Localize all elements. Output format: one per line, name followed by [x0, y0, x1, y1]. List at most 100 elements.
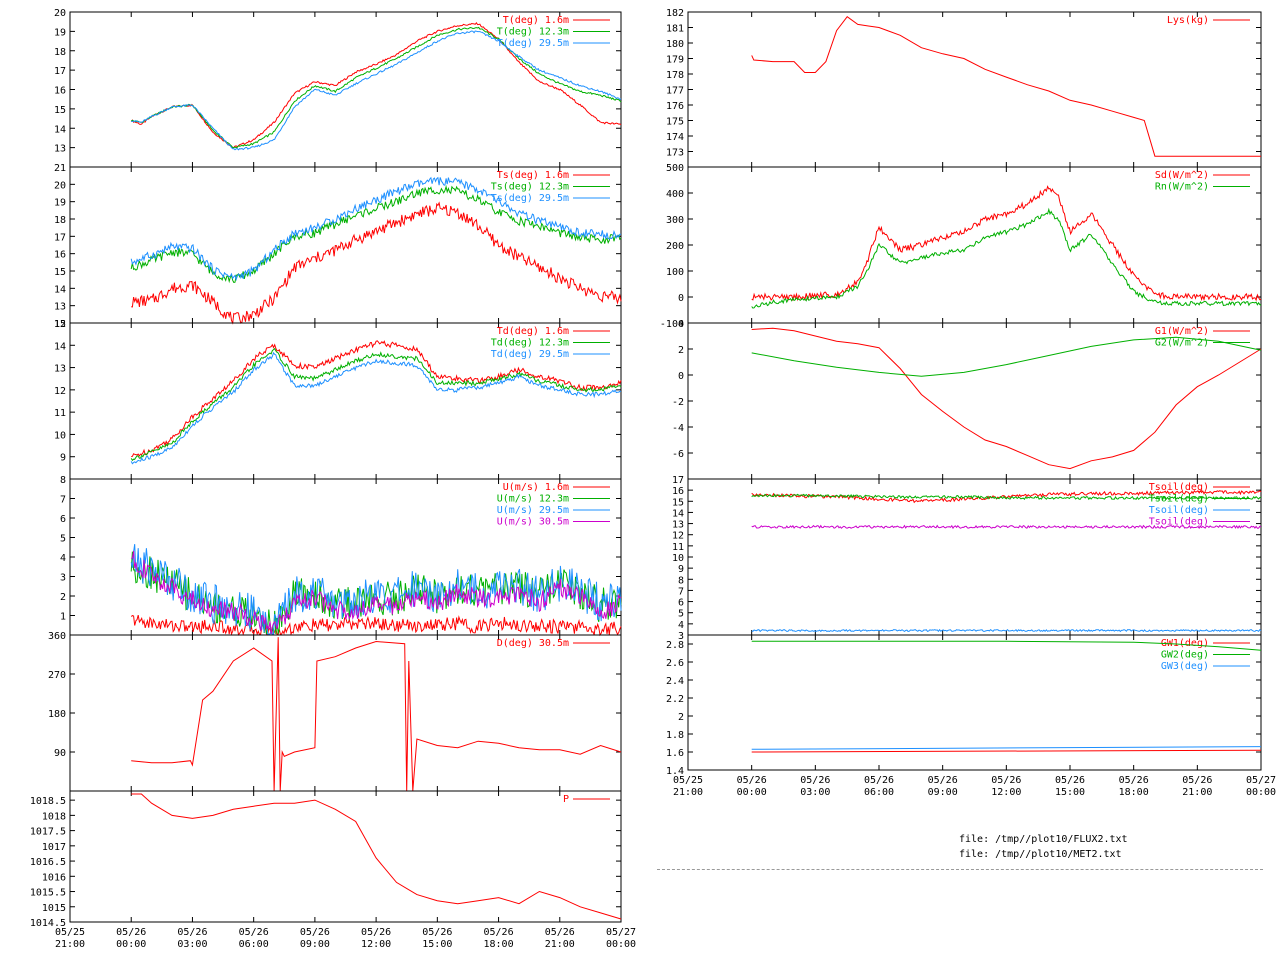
x-tick-label-date: 05/26	[1055, 775, 1085, 786]
legend-label: Ts(deg) 12.3m	[491, 182, 569, 193]
dashed-separator	[657, 869, 1263, 870]
legend-label: U(m/s) 30.5m	[497, 517, 569, 528]
series-line-td-2	[130, 351, 622, 465]
legend-label: T(deg) 12.3m	[497, 27, 569, 38]
plot-frame-gw	[687, 634, 1262, 771]
x-tick-label-date: 05/26	[991, 775, 1021, 786]
series-line-tsoil-2	[751, 628, 1262, 633]
x-tick-label-time: 09:00	[300, 939, 330, 950]
y-tick-label: 13	[672, 520, 684, 531]
y-tick-label: 2	[678, 345, 684, 356]
legend-label: Tsoil(deg)	[1149, 505, 1209, 516]
x-tick-label-time: 15:00	[422, 939, 452, 950]
legend-label: Sd(W/m^2)	[1155, 170, 1209, 181]
y-tick-label: 1.8	[666, 730, 684, 741]
y-tick-label: 1015.5	[30, 888, 66, 899]
series-line-ts-2	[130, 176, 622, 282]
y-tick-label: 16	[54, 86, 66, 97]
series-line-ts-1	[130, 184, 622, 284]
y-tick-label: 178	[666, 70, 684, 81]
series-line-gw-0	[751, 749, 1262, 753]
x-tick-label-time: 18:00	[1119, 787, 1149, 798]
y-tick-label: 20	[54, 8, 66, 19]
y-tick-label: 400	[666, 189, 684, 200]
x-tick-label-date: 05/26	[928, 775, 958, 786]
legend-label: Td(deg) 12.3m	[491, 338, 569, 349]
y-tick-label: 500	[666, 163, 684, 174]
y-tick-label: 19	[54, 27, 66, 38]
x-tick-label-date: 05/26	[737, 775, 767, 786]
y-tick-label: 1016.5	[30, 857, 66, 868]
y-tick-label: 15	[54, 105, 66, 116]
x-tick-label-date: 05/26	[116, 927, 146, 938]
legend-label: Lys(kg)	[1167, 15, 1209, 26]
y-tick-label: 13	[54, 144, 66, 155]
legend-label: U(m/s) 1.6m	[503, 482, 569, 493]
y-tick-label: 15	[54, 267, 66, 278]
legend-label: U(m/s) 12.3m	[497, 494, 569, 505]
series-line-lys-0	[751, 16, 1261, 157]
y-tick-label: 1.4	[666, 766, 684, 777]
y-tick-label: 18	[54, 47, 66, 58]
x-tick-label-date: 05/26	[1119, 775, 1149, 786]
series-line-u-3	[131, 550, 622, 635]
x-tick-label-date: 05/26	[484, 927, 514, 938]
x-tick-label-time: 06:00	[864, 787, 894, 798]
x-tick-label-time: 03:00	[177, 939, 207, 950]
series-line-t-2	[131, 30, 622, 151]
x-tick-label-date: 05/27	[606, 927, 636, 938]
x-tick-label-time: 21:00	[545, 939, 575, 950]
y-tick-label: 6	[678, 598, 684, 609]
legend-label: D(deg) 30.5m	[497, 638, 569, 649]
y-tick-label: 177	[666, 86, 684, 97]
y-tick-label: 200	[666, 241, 684, 252]
x-tick-label-time: 21:00	[673, 787, 703, 798]
y-tick-label: 17	[54, 66, 66, 77]
x-tick-label-date: 05/26	[177, 927, 207, 938]
y-tick-label: 7	[678, 586, 684, 597]
y-tick-label: 1016	[42, 872, 66, 883]
chart-gw: 1.41.61.822.22.42.62.805/2521:0005/2600:…	[666, 634, 1276, 798]
y-tick-label: 1017	[42, 842, 66, 853]
plot-frame-p	[69, 790, 622, 923]
y-tick-label: 11	[54, 408, 66, 419]
x-tick-label-time: 03:00	[800, 787, 830, 798]
y-tick-label: 9	[60, 453, 66, 464]
y-tick-label: 100	[666, 267, 684, 278]
legend-label: GW3(deg)	[1161, 661, 1209, 672]
y-tick-label: 2	[60, 592, 66, 603]
y-tick-label: 16	[54, 250, 66, 261]
y-tick-label: 2.8	[666, 640, 684, 651]
y-tick-label: 1.6	[666, 748, 684, 759]
legend-label: G1(W/m^2)	[1155, 326, 1209, 337]
y-tick-label: 5	[678, 609, 684, 620]
series-line-t-0	[130, 21, 622, 148]
x-tick-label-time: 00:00	[1246, 787, 1276, 798]
y-tick-label: 1018.5	[30, 796, 66, 807]
y-tick-label: 17	[672, 475, 684, 486]
chart-sd: -100 0 100 200 300 400 500 Sd(W/m^2)Rn(W/m^2)	[660, 163, 1262, 330]
series-line-g-0	[751, 327, 1262, 470]
x-tick-label-date: 05/26	[545, 927, 575, 938]
legend-label: T(deg) 1.6m	[503, 15, 569, 26]
y-tick-label: 176	[666, 101, 684, 112]
y-tick-label: 1017.5	[30, 827, 66, 838]
y-tick-label: 12	[672, 531, 684, 542]
legend-label: Tsoil(deg)	[1149, 482, 1209, 493]
y-tick-label: 179	[666, 55, 684, 66]
series-line-sd-0	[751, 185, 1262, 302]
series-line-td-1	[130, 347, 622, 462]
chart-tsoil: 34567891011121314151617Tsoil(deg)Tsoil(d…	[672, 475, 1262, 642]
chart-u: 1 2 3 4 5 6 7 8 U(m/s) 1.6mU(m/s) 12.3mU(m/s) 29…	[60, 475, 622, 637]
y-tick-label: 14	[672, 508, 684, 519]
legend-label: GW1(deg)	[1161, 638, 1209, 649]
plot-frame-lys	[687, 11, 1262, 168]
x-tick-label-time: 15:00	[1055, 787, 1085, 798]
y-tick-label: 13	[54, 364, 66, 375]
chart-lys: 173 174 175 176 177 178 179 180 181 182 Lys(kg)	[666, 8, 1262, 168]
legend-label: Tsoil(deg)	[1149, 517, 1209, 528]
x-tick-label-time: 21:00	[1182, 787, 1212, 798]
x-tick-label-date: 05/26	[422, 927, 452, 938]
